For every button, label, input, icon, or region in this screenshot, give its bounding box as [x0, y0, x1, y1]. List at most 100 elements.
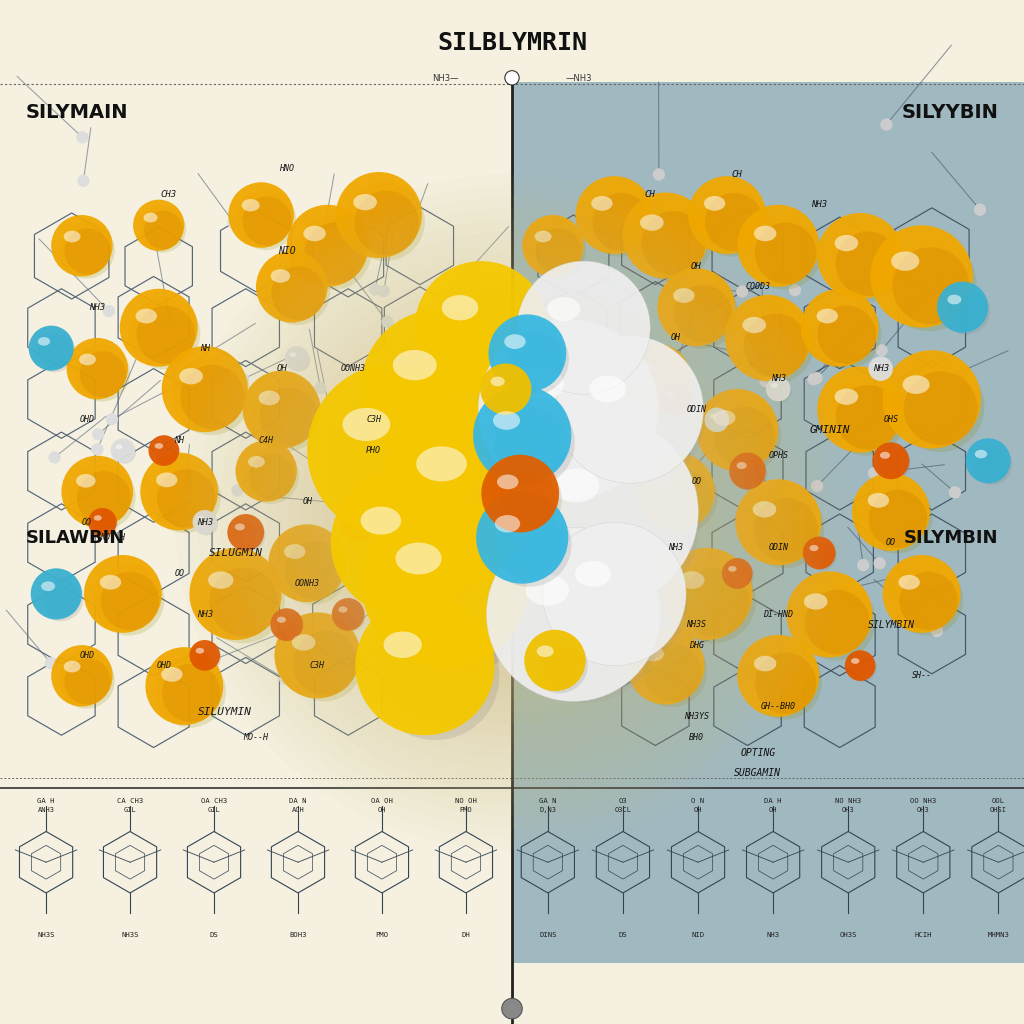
- Circle shape: [556, 336, 703, 483]
- Circle shape: [180, 365, 245, 429]
- Text: DS: DS: [210, 932, 218, 938]
- Circle shape: [236, 522, 263, 550]
- Ellipse shape: [303, 225, 326, 242]
- Circle shape: [943, 371, 955, 383]
- Circle shape: [627, 627, 705, 705]
- Text: NH3: NH3: [197, 518, 213, 526]
- Circle shape: [157, 469, 215, 527]
- Ellipse shape: [99, 574, 121, 590]
- Circle shape: [285, 541, 343, 599]
- Circle shape: [623, 193, 709, 279]
- Ellipse shape: [161, 667, 182, 682]
- Circle shape: [336, 172, 422, 258]
- Circle shape: [505, 71, 519, 85]
- Circle shape: [430, 276, 553, 399]
- Circle shape: [346, 182, 425, 261]
- Circle shape: [736, 286, 749, 298]
- Circle shape: [722, 558, 753, 589]
- Circle shape: [536, 228, 582, 274]
- Ellipse shape: [94, 515, 101, 520]
- Text: PMO: PMO: [376, 932, 388, 938]
- Circle shape: [746, 214, 822, 290]
- Text: NH3: NH3: [811, 201, 827, 209]
- Circle shape: [290, 351, 308, 370]
- Text: SILAWBIN: SILAWBIN: [26, 528, 125, 547]
- Circle shape: [189, 640, 220, 671]
- Circle shape: [480, 364, 531, 415]
- Ellipse shape: [156, 472, 177, 487]
- Circle shape: [252, 380, 324, 452]
- Circle shape: [249, 454, 295, 500]
- Text: MHMN3: MHMN3: [987, 932, 1010, 938]
- Circle shape: [893, 248, 969, 324]
- Ellipse shape: [525, 574, 569, 605]
- Circle shape: [502, 998, 522, 1019]
- Ellipse shape: [276, 616, 286, 623]
- Text: —NH3: —NH3: [565, 75, 592, 83]
- Ellipse shape: [347, 513, 357, 520]
- Circle shape: [737, 461, 765, 488]
- Circle shape: [708, 411, 730, 433]
- Circle shape: [674, 285, 732, 343]
- Text: SUBGAMIN: SUBGAMIN: [734, 768, 781, 778]
- Circle shape: [287, 205, 369, 287]
- Circle shape: [274, 612, 360, 698]
- Text: OHD: OHD: [80, 416, 94, 424]
- Text: OPTING: OPTING: [740, 748, 775, 758]
- Circle shape: [84, 555, 162, 633]
- Circle shape: [505, 331, 563, 389]
- Ellipse shape: [736, 462, 746, 469]
- Ellipse shape: [652, 472, 674, 487]
- Circle shape: [237, 373, 249, 385]
- Circle shape: [178, 490, 190, 503]
- Ellipse shape: [493, 411, 520, 430]
- Circle shape: [348, 486, 483, 622]
- Circle shape: [769, 380, 792, 402]
- Text: NID: NID: [691, 932, 705, 938]
- Circle shape: [476, 492, 568, 584]
- Circle shape: [65, 658, 111, 705]
- Circle shape: [735, 305, 814, 384]
- Circle shape: [710, 413, 728, 431]
- Circle shape: [810, 544, 835, 568]
- Ellipse shape: [196, 648, 204, 653]
- Circle shape: [492, 375, 529, 413]
- Circle shape: [61, 456, 133, 527]
- Circle shape: [871, 359, 894, 382]
- Circle shape: [817, 367, 903, 453]
- Text: DA N: DA N: [289, 798, 307, 804]
- Circle shape: [510, 418, 698, 606]
- Circle shape: [974, 204, 986, 216]
- Circle shape: [285, 623, 364, 701]
- Circle shape: [575, 176, 653, 254]
- Ellipse shape: [873, 362, 880, 368]
- Circle shape: [271, 266, 326, 321]
- Circle shape: [259, 387, 317, 445]
- Circle shape: [328, 469, 340, 481]
- Circle shape: [274, 612, 304, 642]
- Circle shape: [76, 131, 88, 143]
- Circle shape: [486, 527, 660, 701]
- Circle shape: [637, 453, 715, 530]
- FancyBboxPatch shape: [0, 963, 1024, 1024]
- Text: SILYMAIN: SILYMAIN: [26, 103, 128, 122]
- Circle shape: [346, 346, 678, 678]
- Text: ACH: ACH: [292, 807, 304, 813]
- Circle shape: [300, 300, 724, 724]
- Ellipse shape: [589, 376, 626, 402]
- Circle shape: [488, 314, 566, 392]
- Circle shape: [811, 480, 823, 493]
- Circle shape: [345, 401, 475, 531]
- Ellipse shape: [835, 234, 858, 251]
- Circle shape: [733, 457, 767, 490]
- Ellipse shape: [640, 214, 664, 230]
- Ellipse shape: [441, 295, 478, 321]
- Circle shape: [381, 315, 393, 328]
- Circle shape: [278, 615, 302, 640]
- Circle shape: [817, 213, 903, 299]
- Circle shape: [473, 386, 571, 484]
- Circle shape: [868, 467, 881, 479]
- Circle shape: [592, 193, 650, 251]
- Circle shape: [643, 551, 673, 581]
- Circle shape: [372, 612, 500, 740]
